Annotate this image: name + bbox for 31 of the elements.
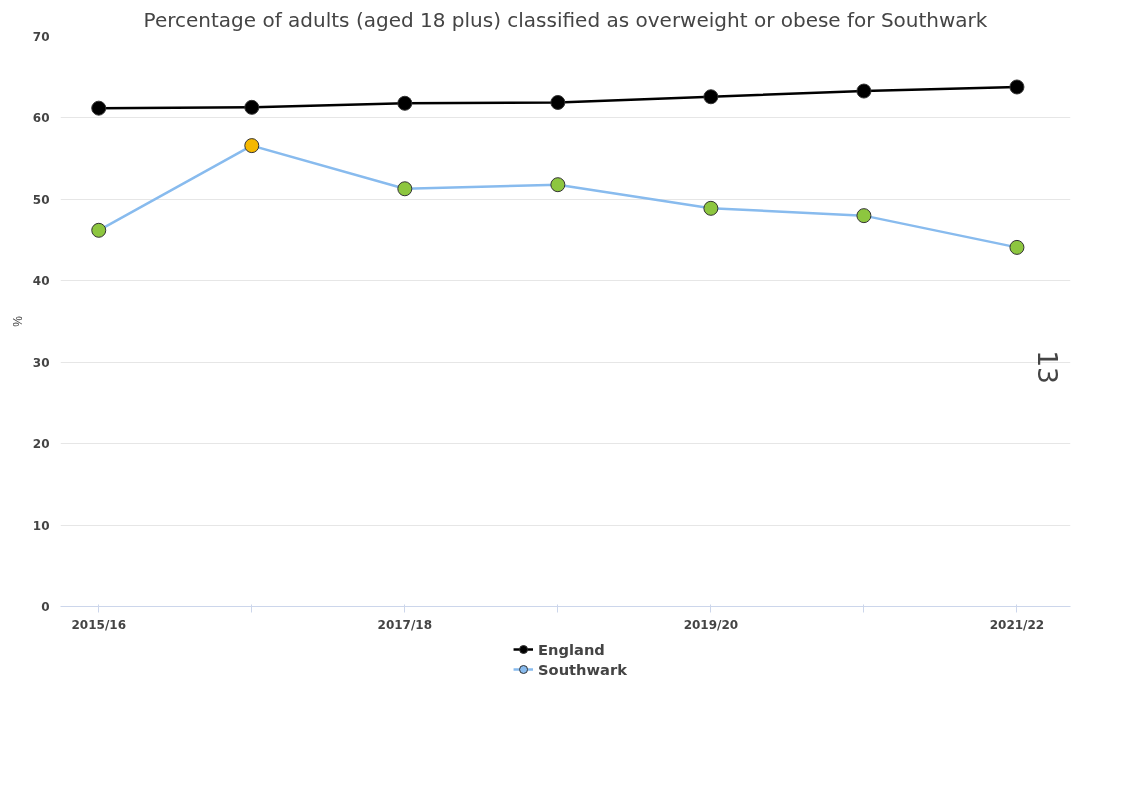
y-tick-label: 50 — [32, 192, 50, 207]
point — [856, 83, 872, 99]
x-tick-label: 2015/16 — [71, 617, 126, 632]
y-tick-label: 40 — [32, 274, 50, 289]
legend-label: England — [538, 640, 605, 658]
chart-title: Percentage of adults (aged 18 plus) classified as overweight or obese for Southwark — [143, 7, 988, 32]
x-tick-label: 2017/18 — [377, 617, 433, 632]
point — [244, 99, 260, 115]
y-tick-label: 10 — [32, 518, 50, 533]
x-tick-label: 2019/20 — [683, 617, 739, 632]
x-tick-label: 2021/22 — [989, 617, 1045, 632]
point — [550, 94, 566, 110]
point — [397, 181, 413, 197]
y-tick-label: 70 — [32, 30, 50, 44]
y-tick-label: 60 — [32, 111, 50, 126]
point — [1009, 79, 1025, 95]
y-tick-label: 30 — [32, 355, 50, 370]
point — [703, 200, 719, 216]
point — [1009, 239, 1025, 255]
point — [91, 100, 107, 116]
point — [550, 177, 566, 193]
point — [856, 208, 872, 224]
point — [703, 89, 719, 105]
point — [91, 222, 107, 238]
point — [244, 138, 260, 154]
y-tick-label: 0 — [41, 600, 50, 614]
y-axis-title: % — [10, 315, 25, 327]
point — [397, 95, 413, 111]
y-tick-label: 20 — [32, 437, 50, 452]
annotation: 13 — [1031, 350, 1063, 385]
legend-label: Southwark — [538, 660, 627, 678]
